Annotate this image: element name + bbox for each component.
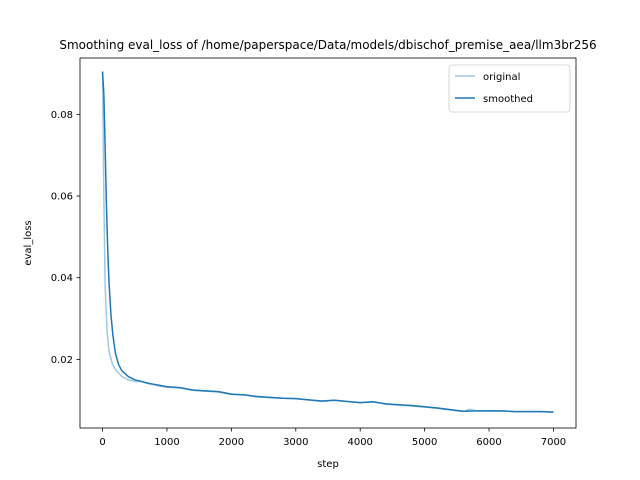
legend-box bbox=[448, 64, 571, 113]
legend: original smoothed bbox=[448, 64, 571, 113]
x-tick-label: 5000 bbox=[412, 437, 437, 448]
plot-area bbox=[80, 58, 576, 428]
x-tick-label: 0 bbox=[99, 437, 105, 448]
x-axis-ticks: 0 1000 2000 3000 4000 5000 6000 7000 bbox=[99, 428, 566, 448]
y-tick-label: 0.02 bbox=[51, 355, 73, 366]
x-tick-label: 1000 bbox=[154, 437, 179, 448]
chart-title: Smoothing eval_loss of /home/paperspace/… bbox=[59, 38, 596, 52]
x-tick-label: 2000 bbox=[219, 437, 244, 448]
y-axis-ticks: 0.02 0.04 0.06 0.08 bbox=[51, 110, 80, 366]
legend-label-original: original bbox=[483, 72, 520, 83]
y-axis-label: eval_loss bbox=[23, 220, 34, 265]
series-layer bbox=[101, 71, 554, 413]
legend-label-smoothed: smoothed bbox=[483, 94, 533, 105]
x-axis-label: step bbox=[317, 459, 339, 470]
y-tick-label: 0.08 bbox=[51, 110, 73, 121]
series-line-smoothed bbox=[101, 71, 554, 413]
axes-frame bbox=[79, 57, 577, 429]
x-tick-label: 6000 bbox=[476, 437, 501, 448]
x-tick-label: 3000 bbox=[283, 437, 308, 448]
x-tick-label: 7000 bbox=[541, 437, 566, 448]
x-tick-label: 4000 bbox=[347, 437, 372, 448]
y-tick-label: 0.04 bbox=[51, 273, 73, 284]
y-tick-label: 0.06 bbox=[51, 192, 73, 203]
